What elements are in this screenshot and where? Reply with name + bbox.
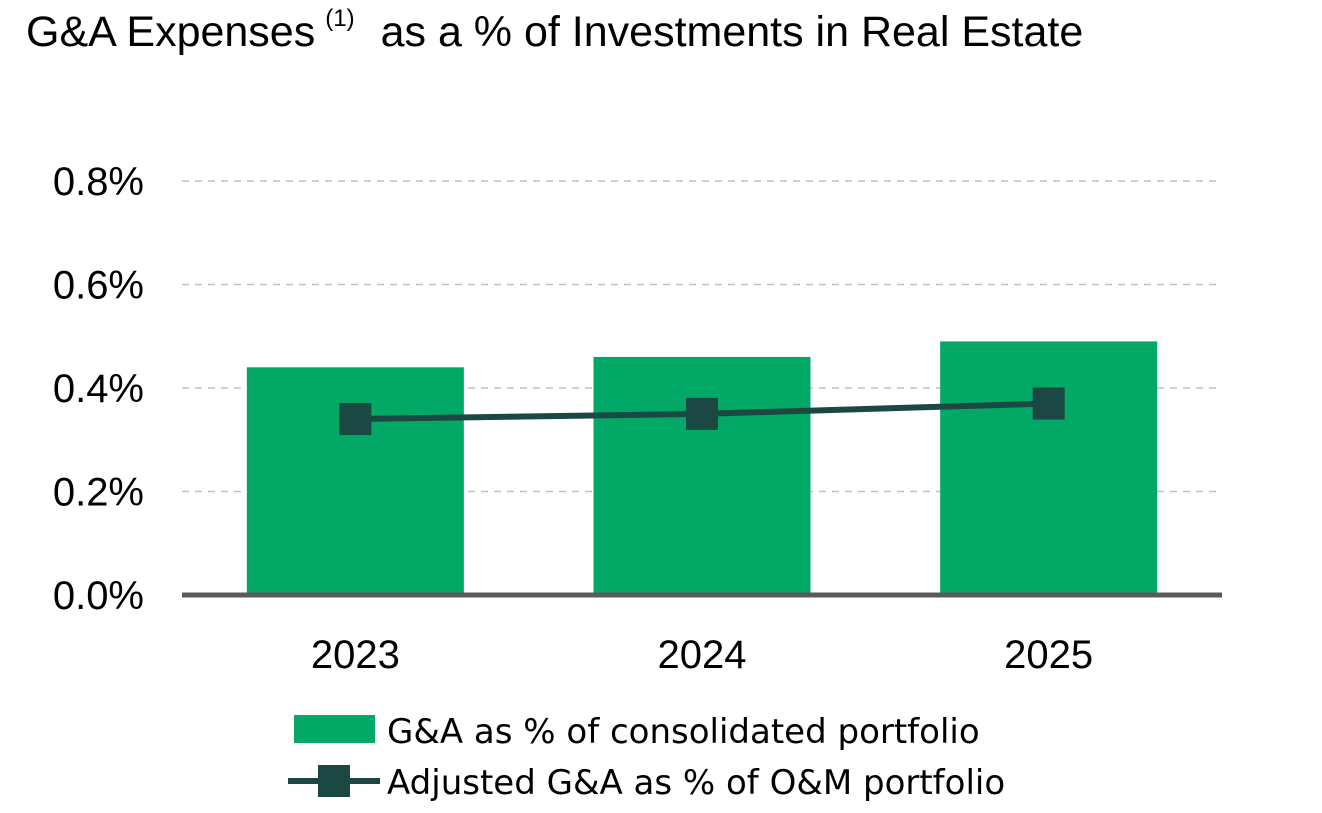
chart-title-main: G&A Expenses <box>26 8 316 56</box>
line-marker <box>339 403 372 436</box>
y-tick-label: 0.6% <box>53 264 144 308</box>
bar-series <box>246 341 1158 595</box>
line-marker <box>686 397 718 430</box>
y-tick-label: 0.8% <box>53 160 144 204</box>
x-tick-label: 2023 <box>311 633 400 677</box>
x-axis-ticks: 2023 2024 2025 <box>311 633 1093 677</box>
y-tick-label: 0.2% <box>53 471 144 515</box>
y-tick-label: 0.4% <box>53 367 144 411</box>
legend-line-label: Adjusted G&A as % of O&M portfolio <box>387 763 1005 803</box>
y-axis-ticks: 0.0% 0.2% 0.4% 0.6% 0.8% <box>53 160 144 618</box>
y-tick-label: 0.0% <box>53 574 144 618</box>
line-marker <box>1032 387 1065 420</box>
line-series <box>339 387 1065 436</box>
chart-title-rest: as a % of Investments in Real Estate <box>380 8 1084 56</box>
chart-title-superscript: (1) <box>325 5 355 32</box>
legend: G&A as % of consolidated portfolio Adjus… <box>288 712 1005 803</box>
bar <box>246 367 464 595</box>
legend-line-marker <box>318 765 350 797</box>
bar <box>940 341 1158 595</box>
x-tick-label: 2025 <box>1004 633 1093 677</box>
legend-bar-label: G&A as % of consolidated portfolio <box>387 712 980 752</box>
legend-bar-swatch <box>294 715 375 743</box>
bar <box>593 356 811 595</box>
x-tick-label: 2024 <box>658 633 747 677</box>
chart-title: G&A Expenses (1) as a % of Investments in … <box>26 4 1126 67</box>
